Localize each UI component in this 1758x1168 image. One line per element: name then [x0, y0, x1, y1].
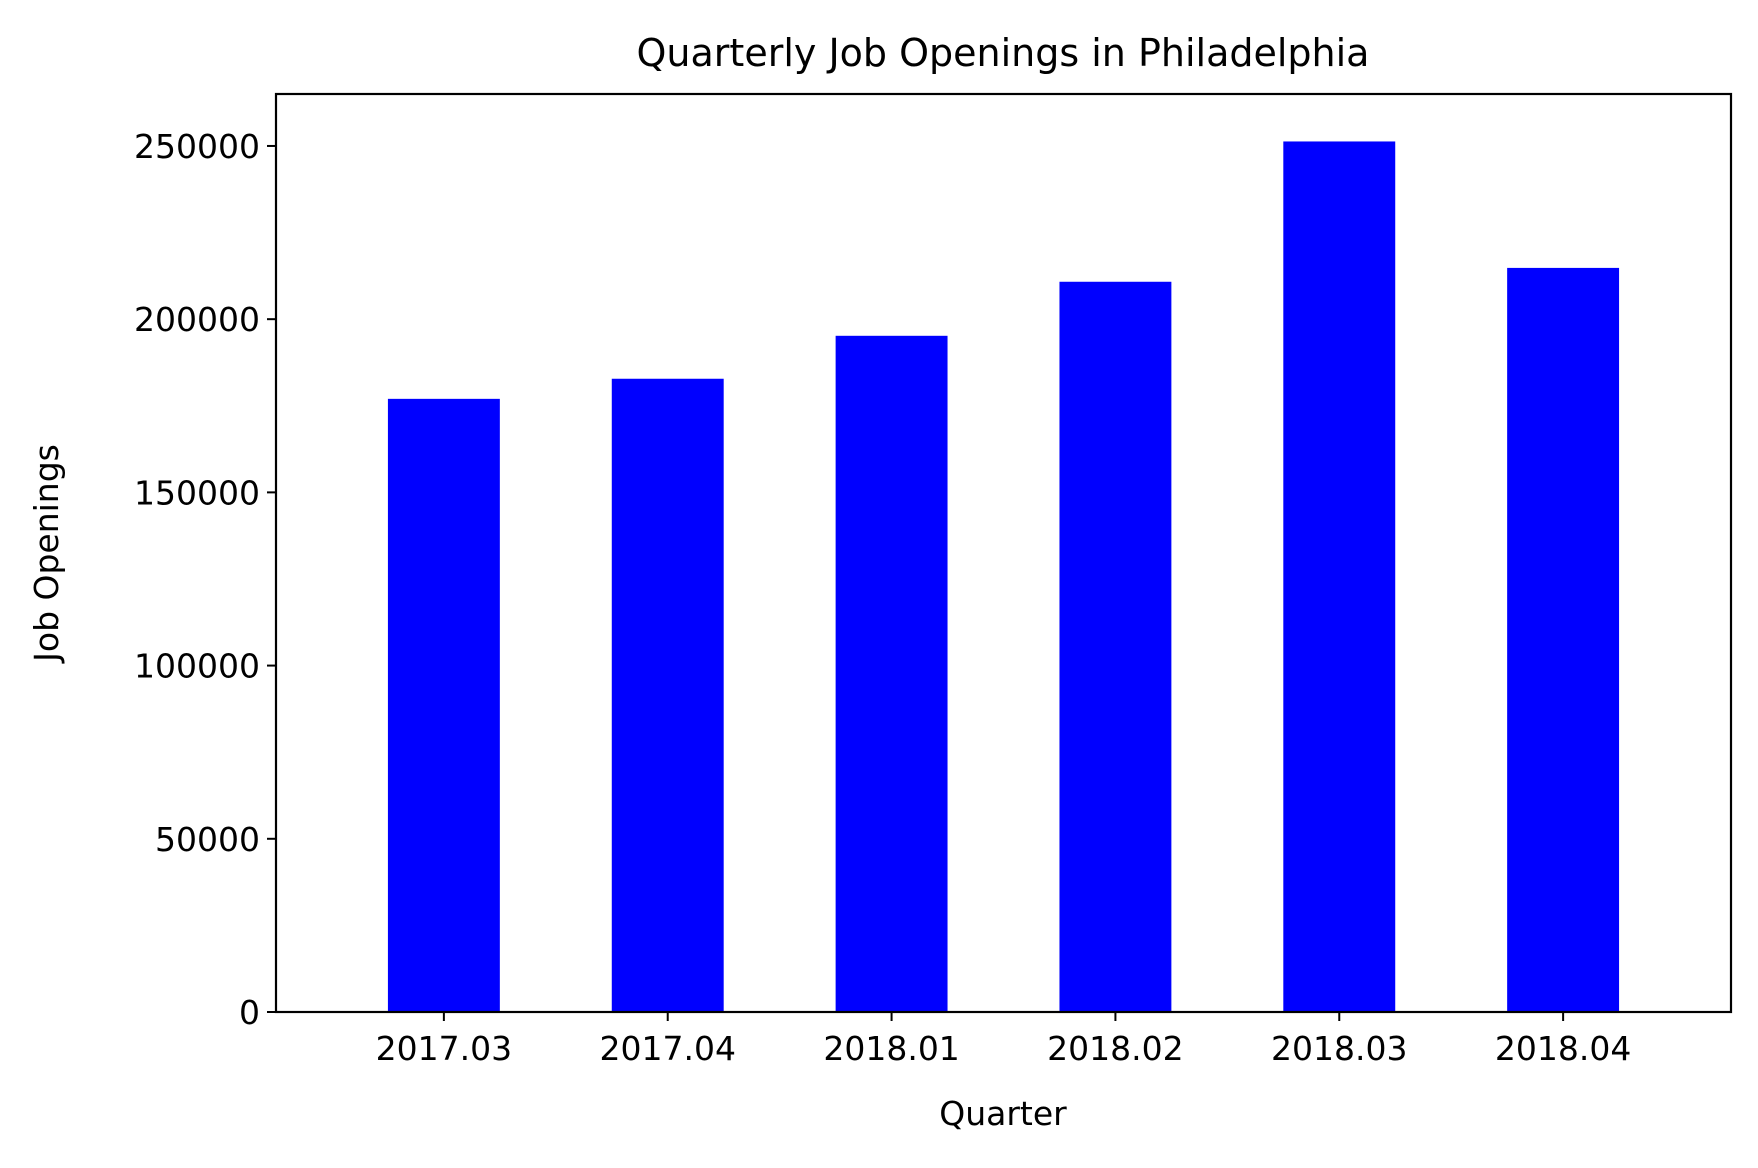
y-tick-label-0: 0: [239, 993, 260, 1032]
bar-2018.02: [1059, 281, 1172, 1012]
plot-frame: [274, 92, 1733, 1014]
bars-layer: [387, 141, 1620, 1013]
y-tick-label-150000: 150000: [134, 473, 260, 512]
y-tick-label-200000: 200000: [134, 300, 260, 339]
y-tick-label-50000: 50000: [155, 820, 260, 859]
x-axis-label: Quarter: [939, 1094, 1067, 1133]
x-tick-label-2018.03: 2018.03: [1271, 1029, 1407, 1068]
y-tick-label-250000: 250000: [134, 127, 260, 166]
bar-2017.04: [611, 378, 724, 1012]
chart-title: Quarterly Job Openings in Philadelphia: [637, 31, 1370, 75]
x-tick-label-2017.04: 2017.04: [599, 1029, 735, 1068]
y-tick-label-100000: 100000: [134, 647, 260, 686]
x-tick-label-2018.04: 2018.04: [1495, 1029, 1631, 1068]
y-axis-label: Job Openings: [27, 444, 66, 664]
bar-2018.03: [1283, 141, 1396, 1012]
bar-2018.04: [1507, 267, 1620, 1012]
y-axis: 0 50000 100000 150000 200000 250000: [134, 127, 276, 1032]
x-tick-label-2018.02: 2018.02: [1047, 1029, 1183, 1068]
x-tick-label-2017.03: 2017.03: [376, 1029, 512, 1068]
x-axis: 2017.03 2017.04 2018.01 2018.02 2018.03 2018.…: [376, 1012, 1631, 1068]
bar-2018.01: [835, 335, 948, 1012]
bar-2017.03: [387, 398, 500, 1013]
x-tick-label-2018.01: 2018.01: [823, 1029, 959, 1068]
